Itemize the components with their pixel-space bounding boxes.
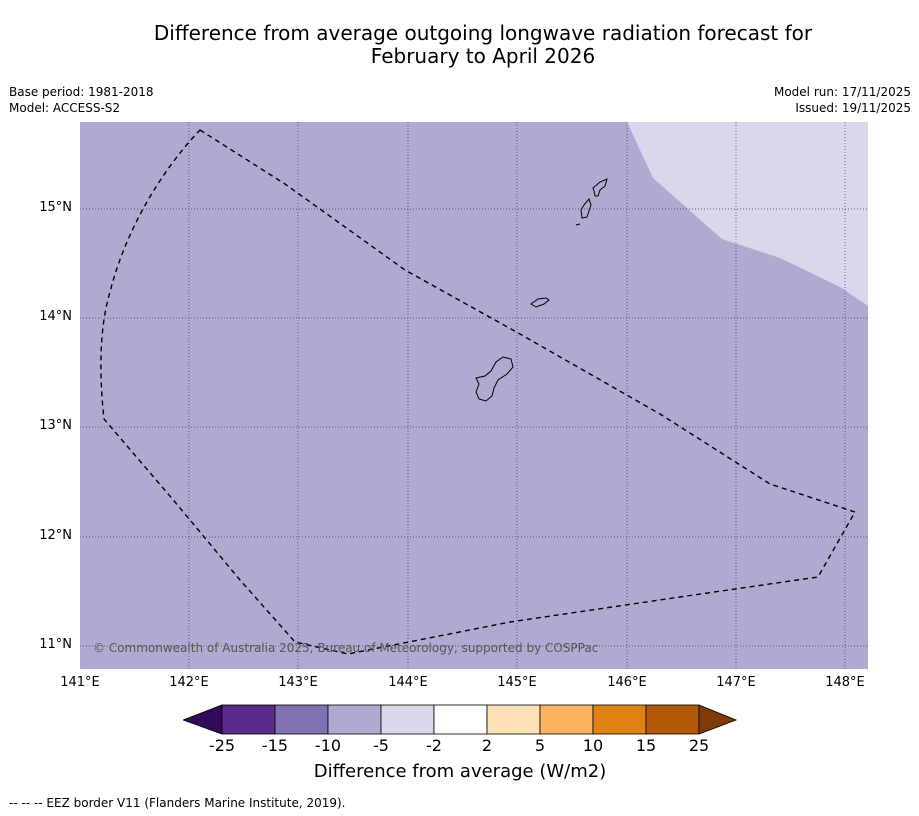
colorbar-swatch-3 — [327, 704, 382, 735]
colorbar-tick-3: -5 — [373, 736, 389, 755]
colorbar-tick-4: -2 — [426, 736, 442, 755]
colorbar-swatch-8 — [592, 704, 647, 735]
anomaly-region-upper-right — [627, 122, 868, 306]
base-period: Base period: 1981-2018 — [9, 85, 154, 99]
colorbar-swatch-6 — [486, 704, 541, 735]
lat-label-12: 12°N — [39, 528, 72, 543]
colorbar-tick-5: 2 — [481, 736, 493, 755]
lon-label-142: 142°E — [169, 675, 209, 690]
meta-left: Base period: 1981-2018 Model: ACCESS-S2 — [9, 84, 154, 116]
colorbar-extend-low — [181, 704, 223, 735]
footnote: -- -- -- EEZ border V11 (Flanders Marine… — [9, 796, 346, 810]
lon-label-148: 148°E — [825, 675, 865, 690]
lat-label-11: 11°N — [39, 637, 72, 652]
colorbar-title: Difference from average (W/m2) — [313, 761, 607, 782]
meta-right: Model run: 17/11/2025 Issued: 19/11/2025 — [774, 84, 911, 116]
island-aguijan — [575, 223, 581, 226]
lat-label-13: 13°N — [39, 418, 72, 433]
model-run: Model run: 17/11/2025 — [773, 85, 911, 99]
lon-label-141: 141°E — [60, 675, 100, 690]
colorbar-swatch-9 — [645, 704, 700, 735]
colorbar-tick-0: -25 — [208, 736, 236, 755]
islands — [475, 178, 608, 402]
copyright-notice: © Commonwealth of Australia 2025, Bureau… — [93, 641, 599, 655]
map-area — [80, 122, 868, 669]
colorbar-swatch-4 — [380, 704, 435, 735]
colorbar-swatch-5 — [433, 704, 488, 735]
lon-label-146: 146°E — [607, 675, 647, 690]
lon-label-144: 144°E — [388, 675, 428, 690]
graticule — [80, 122, 868, 669]
eez-border — [100, 129, 857, 655]
lat-label-15: 15°N — [39, 200, 72, 215]
colorbar-tick-1: -15 — [261, 736, 289, 755]
island-rota — [530, 297, 550, 308]
colorbar-swatch-7 — [539, 704, 594, 735]
colorbar-svg — [181, 704, 738, 735]
lon-label-143: 143°E — [278, 675, 318, 690]
island-saipan — [592, 178, 608, 197]
colorbar-extend-high — [698, 704, 738, 735]
issued-date: Issued: 19/11/2025 — [795, 101, 911, 115]
colorbar-swatch-1 — [221, 704, 276, 735]
colorbar-tick-8: 15 — [635, 736, 657, 755]
colorbar-tick-9: 25 — [688, 736, 710, 755]
lon-label-147: 147°E — [716, 675, 756, 690]
lat-label-14: 14°N — [39, 309, 72, 324]
island-guam — [475, 356, 514, 402]
colorbar — [181, 704, 738, 740]
title-line-1: Difference from average outgoing longwav… — [153, 21, 813, 45]
model-name: Model: ACCESS-S2 — [9, 101, 121, 115]
colorbar-tick-2: -10 — [314, 736, 342, 755]
map-svg — [80, 122, 868, 669]
lon-label-145: 145°E — [497, 675, 537, 690]
chart-title: Difference from average outgoing longwav… — [80, 22, 886, 68]
title-line-2: February to April 2026 — [370, 44, 596, 68]
colorbar-tick-6: 5 — [534, 736, 546, 755]
colorbar-swatch-2 — [274, 704, 329, 735]
island-tinian — [580, 197, 592, 219]
colorbar-tick-7: 10 — [582, 736, 604, 755]
